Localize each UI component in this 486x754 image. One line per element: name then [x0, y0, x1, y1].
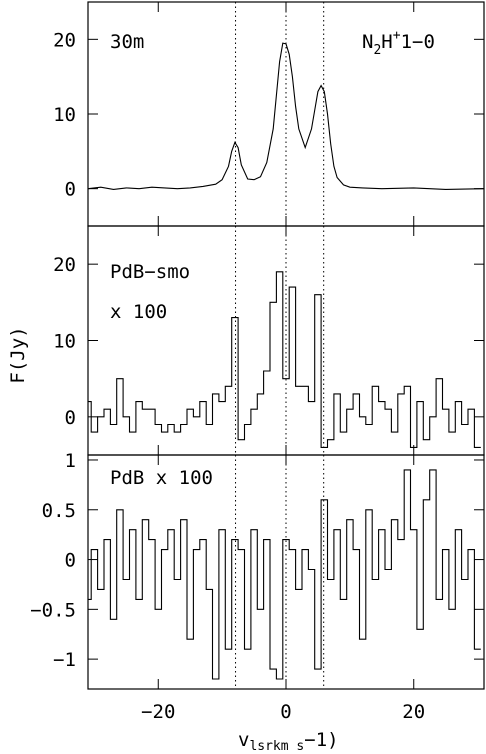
- panel-label-pdb-smo: PdB−smo: [110, 261, 190, 283]
- line-label-sub: 2: [373, 43, 381, 58]
- line-label: N2H+1−0: [362, 28, 435, 58]
- line-label-sup: +: [393, 28, 401, 43]
- y-tick-label: 1: [65, 450, 76, 472]
- y-tick-label: 0: [65, 550, 76, 572]
- panel-label-pdb: PdB x 100: [110, 467, 213, 489]
- spectrum-trace-0: [87, 42, 485, 190]
- line-label-end: 1−0: [401, 31, 435, 53]
- y-tick-label: 10: [53, 104, 76, 126]
- x-axis-label-main: v: [238, 729, 249, 751]
- y-tick-label: 20: [53, 254, 76, 276]
- x-axis-label-sub: lsrkm s: [249, 739, 304, 754]
- panel-30m: 0 10 20: [53, 2, 485, 226]
- line-label-mid: H: [381, 31, 392, 53]
- y-tick-label: 10: [53, 331, 76, 353]
- x-tick-label: 0: [280, 701, 291, 723]
- spectrum-trace-1: [88, 271, 481, 448]
- x-axis-label-end: −1): [304, 729, 338, 751]
- panel-pdb-smo: 0 10 20: [53, 226, 484, 455]
- y-tick-label: −0.5: [30, 599, 76, 621]
- y-tick-label: 0: [65, 179, 76, 201]
- x-tick-label: 20: [402, 701, 425, 723]
- y-tick-label: 20: [53, 29, 76, 51]
- panel-label-30m: 30m: [110, 31, 144, 53]
- y-axis-label: F(Jy): [7, 326, 29, 383]
- panel-label-pdb-smo-scale: x 100: [110, 301, 167, 323]
- panel-pdb: −1 −0.5 0 0.5 1 −20 0 20: [30, 450, 484, 723]
- y-tick-label: −1: [53, 649, 76, 671]
- x-tick-label: −20: [141, 701, 175, 723]
- line-label-base: N: [362, 31, 373, 53]
- y-tick-label: 0: [65, 407, 76, 429]
- y-tick-label: 0.5: [42, 500, 76, 522]
- spectrum-trace-2: [88, 469, 481, 680]
- x-axis-label: vlsrkm s−1): [238, 729, 339, 754]
